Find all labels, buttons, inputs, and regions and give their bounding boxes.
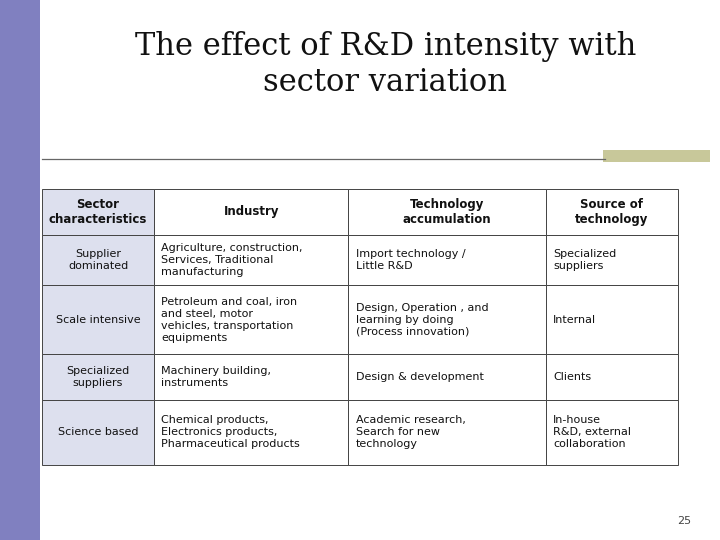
Bar	[42, 189, 154, 235]
Text: Design & development: Design & development	[356, 372, 484, 382]
Bar	[42, 235, 154, 285]
Bar	[546, 354, 678, 400]
Bar	[154, 285, 348, 354]
Text: Sector
characteristics: Sector characteristics	[49, 198, 147, 226]
Text: The effect of R&D intensity with
sector variation: The effect of R&D intensity with sector …	[135, 31, 636, 98]
Bar	[546, 189, 678, 235]
Bar	[546, 400, 678, 465]
Text: Import technology /
Little R&D: Import technology / Little R&D	[356, 249, 465, 271]
Text: Source of
technology: Source of technology	[575, 198, 649, 226]
Text: Industry: Industry	[224, 206, 279, 219]
Bar	[546, 285, 678, 354]
Text: Technology
accumulation: Technology accumulation	[403, 198, 492, 226]
Bar	[348, 354, 546, 400]
Text: In-house
R&D, external
collaboration: In-house R&D, external collaboration	[553, 415, 631, 449]
Text: Design, Operation , and
learning by doing
(Process innovation): Design, Operation , and learning by doin…	[356, 302, 488, 336]
Text: Supplier
dominated: Supplier dominated	[68, 249, 128, 271]
Text: Specialized
suppliers: Specialized suppliers	[66, 366, 130, 388]
Text: Academic research,
Search for new
technology: Academic research, Search for new techno…	[356, 415, 466, 449]
Text: Science based: Science based	[58, 427, 138, 437]
Bar	[348, 285, 546, 354]
Text: Petroleum and coal, iron
and steel, motor
vehicles, transportation
equipments: Petroleum and coal, iron and steel, moto…	[161, 296, 297, 342]
Text: Clients: Clients	[553, 372, 591, 382]
Text: Internal: Internal	[553, 315, 596, 325]
Bar	[154, 235, 348, 285]
Text: Agriculture, construction,
Services, Traditional
manufacturing: Agriculture, construction, Services, Tra…	[161, 243, 303, 277]
Bar	[0, 0, 40, 540]
Bar	[42, 400, 154, 465]
Bar	[603, 150, 710, 162]
Bar	[154, 189, 348, 235]
Bar	[154, 400, 348, 465]
Text: Chemical products,
Electronics products,
Pharmaceutical products: Chemical products, Electronics products,…	[161, 415, 300, 449]
Bar	[348, 235, 546, 285]
Bar	[348, 400, 546, 465]
Bar	[546, 235, 678, 285]
Text: Scale intensive: Scale intensive	[55, 315, 140, 325]
Bar	[154, 354, 348, 400]
Bar	[42, 354, 154, 400]
Text: Machinery building,
instruments: Machinery building, instruments	[161, 366, 271, 388]
Bar	[42, 285, 154, 354]
Text: 25: 25	[677, 516, 691, 526]
Text: Specialized
suppliers: Specialized suppliers	[553, 249, 616, 271]
Bar	[348, 189, 546, 235]
